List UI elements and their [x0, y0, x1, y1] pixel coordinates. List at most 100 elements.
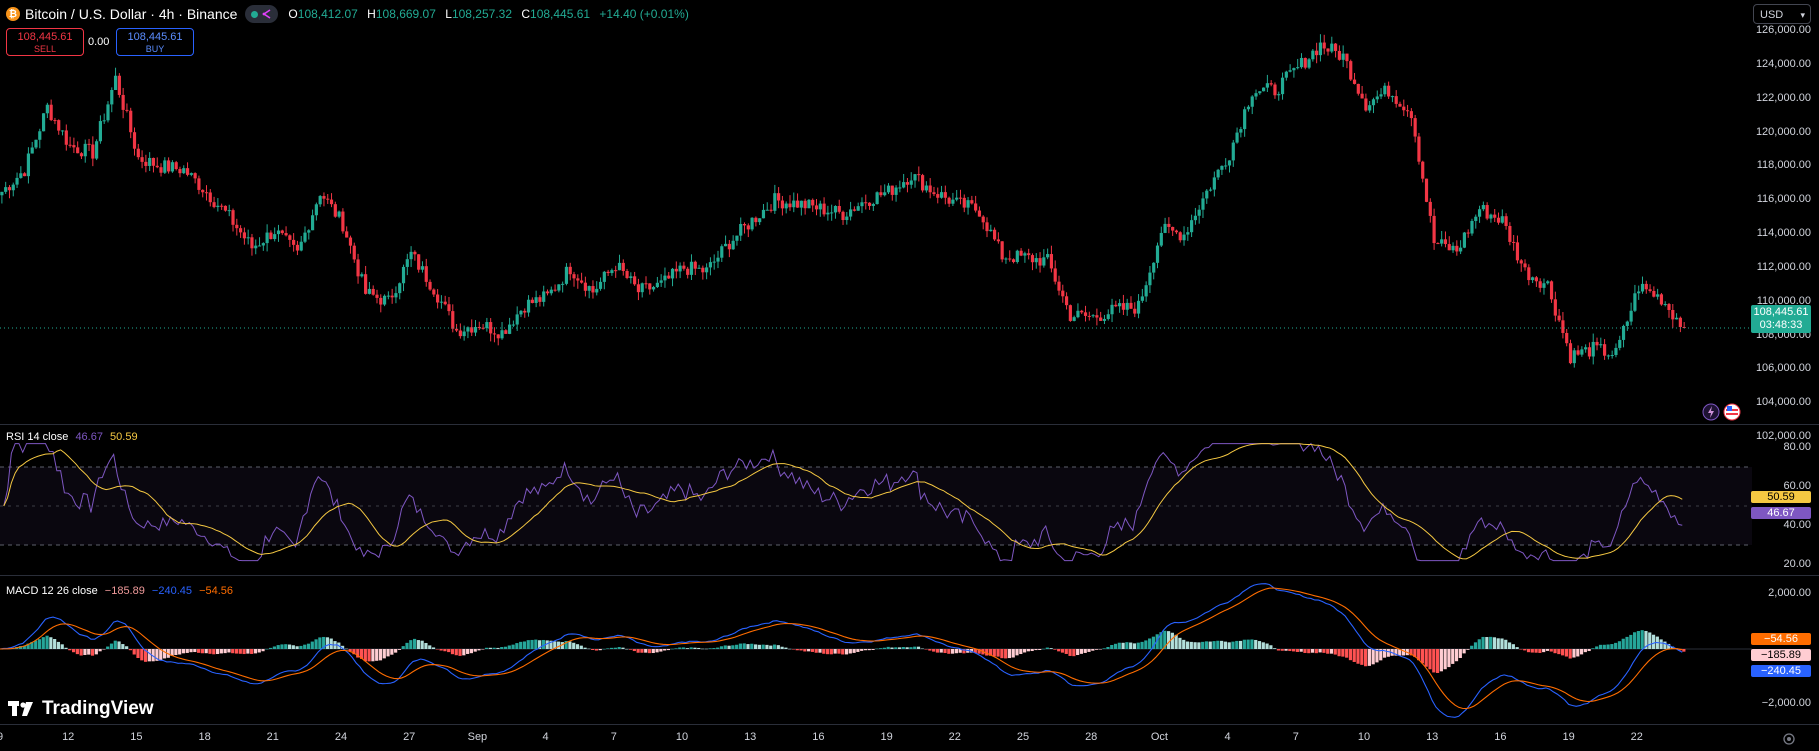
candle — [1413, 114, 1417, 143]
macd-histogram-bar — [1538, 649, 1542, 653]
currency-selector[interactable]: USD ▾ — [1753, 4, 1811, 24]
candle — [1227, 160, 1232, 173]
macd-histogram-bar — [1076, 649, 1080, 656]
macd-histogram-bar — [837, 649, 841, 654]
candle — [1212, 171, 1216, 197]
macd-histogram-bar — [962, 649, 966, 654]
macd-histogram-bar — [1121, 642, 1125, 649]
macd-histogram-bar — [663, 649, 667, 651]
rsi-legend[interactable]: RSI 14 close 46.67 50.59 — [6, 431, 138, 443]
macd-histogram-bar — [818, 649, 822, 653]
candle — [886, 183, 891, 195]
candle — [1527, 264, 1531, 286]
status-pill[interactable] — [245, 5, 279, 23]
macd-histogram-bar — [204, 649, 208, 654]
candle — [871, 202, 875, 212]
macd-histogram-bar — [738, 643, 743, 649]
candle — [1152, 262, 1156, 280]
candle — [1011, 258, 1016, 264]
candle — [1144, 281, 1148, 302]
candle — [1364, 93, 1368, 112]
buy-button[interactable]: 108,445.61 BUY — [116, 28, 194, 56]
macd-histogram-bar — [799, 649, 803, 651]
macd-histogram-bar — [894, 647, 898, 649]
macd-histogram-bar — [1201, 641, 1205, 649]
macd-histogram-bar — [412, 638, 417, 649]
time-axis-label: 16 — [1494, 731, 1507, 743]
candle — [227, 204, 231, 217]
settings-icon[interactable] — [1782, 732, 1796, 751]
macd-histogram-bar — [416, 640, 420, 649]
macd-histogram-bar — [466, 649, 470, 654]
candle — [129, 107, 133, 139]
candle — [375, 289, 379, 304]
macd-histogram-bar — [844, 649, 849, 655]
candle — [148, 152, 152, 172]
macd-legend[interactable]: MACD 12 26 close −185.89 −240.45 −54.56 — [6, 585, 233, 597]
macd-histogram-bar — [272, 646, 276, 649]
candle — [784, 201, 788, 214]
price-axis-label: 102,000.00 — [1755, 430, 1811, 442]
candle — [1424, 178, 1429, 203]
candle — [1258, 91, 1262, 95]
candle — [125, 103, 129, 113]
market-open-icon — [251, 10, 259, 18]
candle — [1231, 139, 1235, 167]
candle — [439, 295, 443, 309]
macd-histogram-bar — [1060, 649, 1065, 653]
macd-signal-tag: −54.56 — [1751, 633, 1811, 645]
macd-histogram-bar — [913, 646, 917, 649]
macd-histogram-bar — [1125, 642, 1129, 649]
macd-histogram-bar — [992, 649, 996, 657]
macd-histogram-bar — [359, 649, 364, 659]
macd-histogram-bar — [1583, 649, 1587, 653]
rsi-ma-value: 50.59 — [110, 431, 138, 443]
macd-histogram-bar — [1496, 638, 1500, 649]
macd-histogram-bar — [1409, 649, 1413, 656]
macd-histogram-bar — [329, 638, 333, 649]
candle — [716, 250, 720, 269]
macd-histogram-bar — [1534, 649, 1538, 653]
macd-histogram-bar — [1545, 649, 1550, 651]
macd-histogram-bar — [90, 649, 95, 656]
macd-histogram-bar — [1447, 649, 1451, 668]
candle — [337, 210, 341, 219]
candle — [1496, 212, 1501, 225]
candle — [962, 194, 966, 213]
macd-histogram-bar — [583, 647, 587, 649]
candle — [860, 197, 864, 214]
macd-histogram-bar — [250, 649, 254, 654]
symbol-title[interactable]: Bitcoin / U.S. Dollar · 4h · Binance — [25, 6, 238, 22]
candle — [1277, 91, 1281, 101]
candle — [1656, 288, 1660, 300]
candle — [1140, 288, 1144, 303]
candle — [689, 254, 694, 281]
candle — [655, 276, 659, 289]
macd-histogram-bar — [549, 640, 553, 649]
macd-histogram-bar — [1034, 649, 1038, 651]
macd-histogram-bar — [1507, 642, 1512, 649]
rsi-line — [3, 442, 1683, 562]
candle — [1072, 315, 1076, 322]
lightning-icon[interactable] — [1702, 403, 1720, 426]
candle — [405, 253, 409, 276]
sell-button[interactable]: 108,445.61 SELL — [6, 28, 84, 56]
candle — [875, 191, 879, 205]
candle — [1474, 214, 1478, 229]
pane-separator[interactable] — [0, 575, 1819, 576]
macd-histogram-bar — [375, 649, 379, 661]
macd-histogram-bar — [996, 649, 1000, 657]
us-flag-icon[interactable] — [1723, 403, 1741, 426]
macd-histogram-tag: −185.89 — [1751, 649, 1811, 661]
candle — [1307, 58, 1311, 70]
tradingview-logo[interactable]: TradingView — [8, 698, 154, 720]
candle — [648, 283, 652, 295]
macd-histogram-bar — [928, 649, 932, 651]
pane-separator[interactable] — [0, 424, 1819, 425]
price-axis-label: 118,000.00 — [1756, 159, 1811, 172]
macd-histogram-bar — [841, 649, 845, 655]
macd-histogram-bar — [420, 640, 424, 649]
price-axis-label: 126,000.00 — [1755, 24, 1811, 36]
candle — [580, 272, 584, 284]
